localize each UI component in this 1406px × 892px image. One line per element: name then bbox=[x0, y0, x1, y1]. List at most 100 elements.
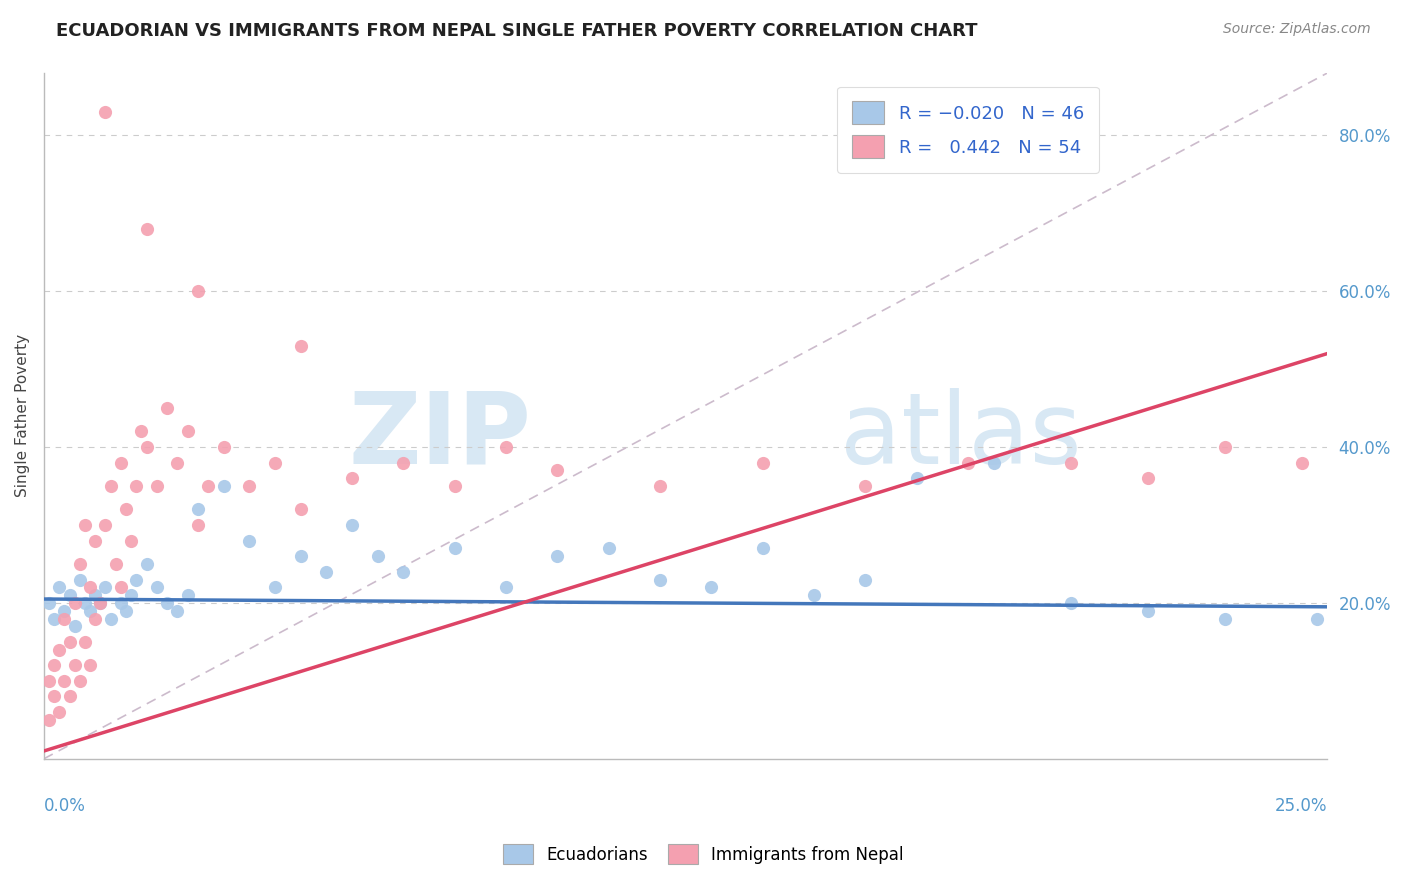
Point bbox=[84, 533, 107, 548]
Point bbox=[115, 604, 138, 618]
Point bbox=[156, 401, 179, 415]
Legend: Ecuadorians, Immigrants from Nepal: Ecuadorians, Immigrants from Nepal bbox=[496, 838, 910, 871]
Point bbox=[58, 635, 80, 649]
Point bbox=[100, 479, 122, 493]
Point bbox=[89, 596, 111, 610]
Point bbox=[1291, 456, 1313, 470]
Point bbox=[146, 479, 169, 493]
Point bbox=[176, 588, 198, 602]
Point bbox=[58, 690, 80, 704]
Point bbox=[48, 705, 70, 719]
Point bbox=[79, 604, 101, 618]
Point bbox=[340, 518, 363, 533]
Point bbox=[751, 456, 773, 470]
Point bbox=[110, 456, 132, 470]
Point bbox=[110, 596, 132, 610]
Point bbox=[1060, 596, 1083, 610]
Point bbox=[146, 580, 169, 594]
Point bbox=[290, 549, 312, 563]
Point bbox=[495, 580, 517, 594]
Point bbox=[238, 479, 260, 493]
Text: 25.0%: 25.0% bbox=[1275, 797, 1327, 814]
Point bbox=[38, 596, 60, 610]
Point bbox=[69, 557, 91, 571]
Point bbox=[700, 580, 723, 594]
Point bbox=[340, 471, 363, 485]
Point bbox=[63, 619, 86, 633]
Point bbox=[1213, 611, 1236, 625]
Point bbox=[751, 541, 773, 556]
Point bbox=[443, 541, 465, 556]
Point bbox=[94, 105, 117, 120]
Point bbox=[156, 596, 179, 610]
Point bbox=[290, 502, 312, 516]
Point bbox=[853, 479, 876, 493]
Point bbox=[197, 479, 219, 493]
Y-axis label: Single Father Poverty: Single Father Poverty bbox=[15, 334, 30, 498]
Point bbox=[1213, 440, 1236, 454]
Point bbox=[44, 658, 66, 673]
Point bbox=[1306, 611, 1329, 625]
Point bbox=[187, 518, 209, 533]
Point bbox=[367, 549, 389, 563]
Point bbox=[115, 502, 138, 516]
Point bbox=[94, 580, 117, 594]
Point bbox=[131, 425, 153, 439]
Point bbox=[73, 518, 96, 533]
Point bbox=[443, 479, 465, 493]
Point bbox=[110, 580, 132, 594]
Point bbox=[38, 673, 60, 688]
Text: 0.0%: 0.0% bbox=[44, 797, 86, 814]
Point bbox=[212, 479, 235, 493]
Point bbox=[135, 440, 157, 454]
Point bbox=[120, 533, 142, 548]
Point bbox=[44, 690, 66, 704]
Point bbox=[104, 557, 127, 571]
Point bbox=[69, 573, 91, 587]
Point bbox=[63, 658, 86, 673]
Point bbox=[1136, 604, 1159, 618]
Point bbox=[264, 580, 287, 594]
Point bbox=[73, 596, 96, 610]
Point bbox=[166, 604, 188, 618]
Point bbox=[853, 573, 876, 587]
Point bbox=[166, 456, 188, 470]
Point bbox=[315, 565, 337, 579]
Point bbox=[84, 588, 107, 602]
Point bbox=[392, 456, 415, 470]
Point bbox=[238, 533, 260, 548]
Point bbox=[264, 456, 287, 470]
Point bbox=[135, 222, 157, 236]
Point bbox=[69, 673, 91, 688]
Point bbox=[1060, 456, 1083, 470]
Text: ZIP: ZIP bbox=[349, 388, 531, 485]
Point bbox=[983, 456, 1005, 470]
Point bbox=[125, 479, 148, 493]
Point bbox=[212, 440, 235, 454]
Point bbox=[84, 611, 107, 625]
Point bbox=[905, 471, 928, 485]
Point bbox=[79, 580, 101, 594]
Legend: R = −0.020   N = 46, R =   0.442   N = 54: R = −0.020 N = 46, R = 0.442 N = 54 bbox=[838, 87, 1098, 173]
Point bbox=[63, 596, 86, 610]
Point bbox=[48, 642, 70, 657]
Point bbox=[648, 479, 671, 493]
Point bbox=[53, 673, 76, 688]
Point bbox=[79, 658, 101, 673]
Point bbox=[290, 339, 312, 353]
Point bbox=[956, 456, 979, 470]
Point bbox=[135, 557, 157, 571]
Text: Source: ZipAtlas.com: Source: ZipAtlas.com bbox=[1223, 22, 1371, 37]
Point bbox=[546, 549, 568, 563]
Text: ECUADORIAN VS IMMIGRANTS FROM NEPAL SINGLE FATHER POVERTY CORRELATION CHART: ECUADORIAN VS IMMIGRANTS FROM NEPAL SING… bbox=[56, 22, 977, 40]
Point bbox=[648, 573, 671, 587]
Point bbox=[120, 588, 142, 602]
Point bbox=[176, 425, 198, 439]
Point bbox=[48, 580, 70, 594]
Point bbox=[495, 440, 517, 454]
Point bbox=[125, 573, 148, 587]
Point bbox=[598, 541, 620, 556]
Point bbox=[392, 565, 415, 579]
Text: atlas: atlas bbox=[839, 388, 1081, 485]
Point bbox=[187, 502, 209, 516]
